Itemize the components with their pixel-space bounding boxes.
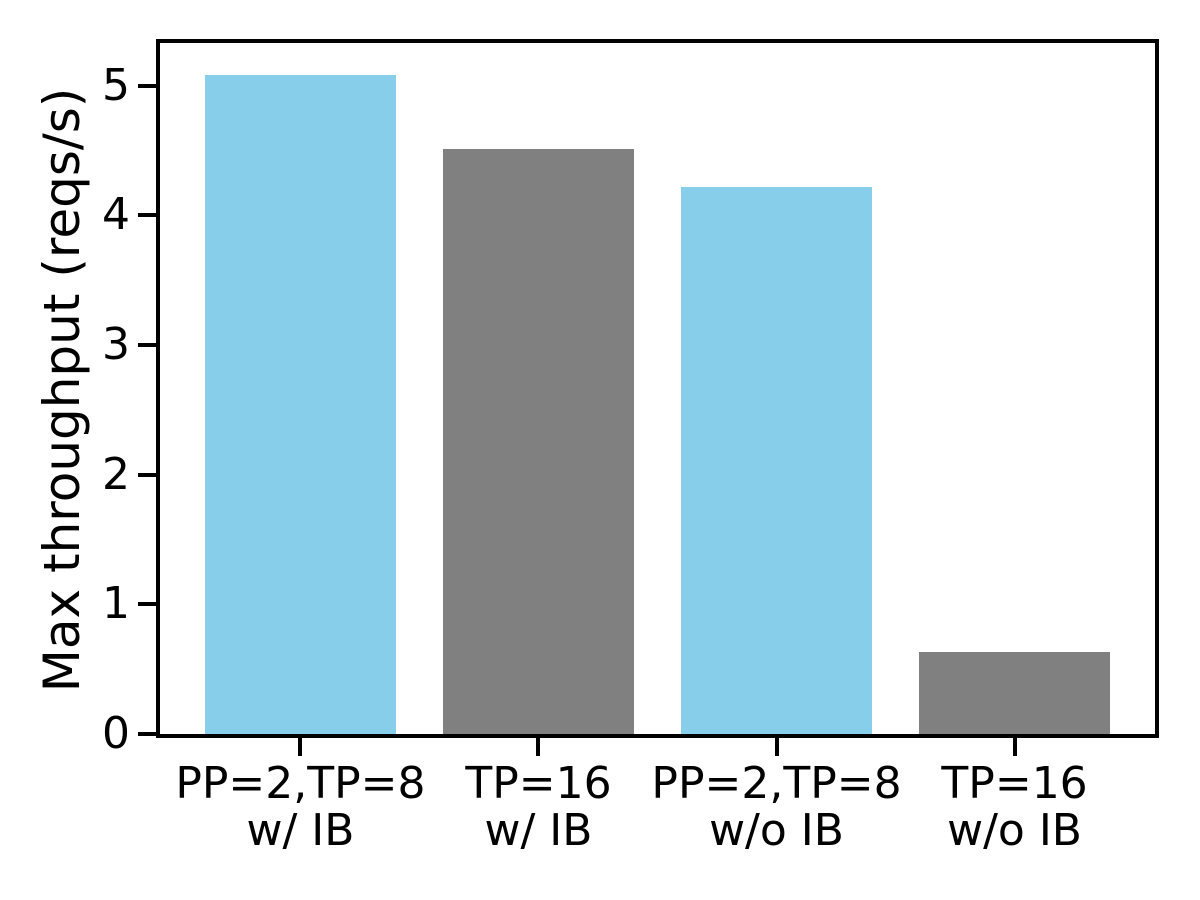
y-tick-label-2: 2 — [102, 448, 130, 500]
x-tick-label-3: TP=16 w/o IB — [941, 758, 1088, 856]
y-tick-mark-1 — [138, 602, 156, 607]
x-tick-mark-1 — [536, 738, 541, 756]
y-tick-label-5: 5 — [102, 59, 130, 111]
x-tick-mark-2 — [774, 738, 779, 756]
y-tick-label-1: 1 — [102, 578, 130, 630]
bar-1 — [443, 149, 634, 734]
bar-3 — [919, 652, 1110, 734]
y-tick-mark-2 — [138, 472, 156, 477]
y-tick-label-4: 4 — [102, 189, 130, 241]
x-tick-label-2: PP=2,TP=8 w/o IB — [651, 758, 902, 856]
bar-2 — [681, 186, 872, 734]
y-tick-mark-0 — [138, 732, 156, 736]
x-tick-mark-0 — [298, 738, 303, 756]
plot-area: 0 1 2 3 4 5 PP=2,TP=8 w/ IB TP=16 w/ IB PP=2,TP=… — [102, 39, 1159, 854]
x-tick-label-0: PP=2,TP=8 w/ IB — [175, 758, 426, 856]
x-tick-mark-3 — [1012, 738, 1017, 756]
x-tick-label-1: TP=16 w/ IB — [465, 758, 612, 856]
y-axis-label: Max throughput (reqs/s) — [33, 87, 91, 693]
y-tick-mark-3 — [138, 343, 156, 348]
y-tick-label-3: 3 — [102, 319, 130, 371]
y-tick-label-0: 0 — [102, 708, 130, 759]
y-tick-mark-5 — [138, 83, 156, 88]
bar-0 — [205, 75, 396, 734]
y-tick-mark-4 — [138, 213, 156, 218]
